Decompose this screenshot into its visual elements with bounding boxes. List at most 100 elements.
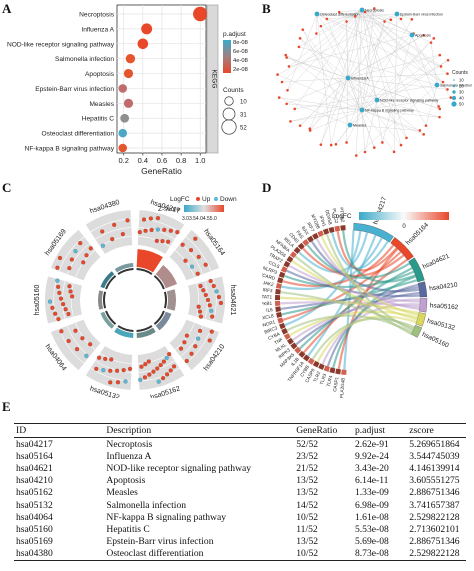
- chord-ribbon: [325, 233, 414, 332]
- gene-label: BAX: [301, 225, 310, 235]
- inner-ring-segment: [103, 291, 107, 309]
- zscore-bar: [136, 249, 163, 273]
- logfc-point: [160, 238, 165, 244]
- network-edge: [354, 16, 363, 111]
- data-point: [193, 6, 208, 22]
- y-tick-label: NF-kappa B signaling pathway: [25, 146, 115, 153]
- network-edge: [354, 16, 378, 101]
- chord-ribbon: [283, 270, 415, 288]
- table-cell: 2.62e-91: [354, 438, 389, 450]
- gene-node: [422, 34, 425, 37]
- gene-node: [354, 154, 358, 157]
- logfc-point: [55, 265, 60, 270]
- inner-ring-segment: [153, 310, 165, 325]
- color-legend-bar: [223, 40, 231, 73]
- table-cell: 4.146139914: [409, 462, 460, 474]
- gene-label: NLRP3: [262, 265, 278, 275]
- pathway-label: hsa04210: [429, 281, 459, 292]
- logfc-point: [143, 228, 148, 233]
- network-edge: [361, 21, 385, 111]
- chord-ribbon: [306, 243, 411, 280]
- y-tick-label: Osteoclast differentiation: [42, 131, 115, 138]
- logfc-point: [47, 299, 53, 304]
- inner-ring-segment: [153, 275, 165, 290]
- table-cell: 14/52: [296, 499, 319, 511]
- gene-node: [410, 18, 414, 21]
- table-cell: hsa05160: [16, 523, 53, 535]
- logfc-point: [84, 353, 89, 358]
- sector-gridline: [138, 236, 171, 247]
- logfc-point: [162, 227, 167, 232]
- chord-legend-tick: 0: [402, 224, 406, 230]
- logfc-point: [56, 284, 61, 289]
- network-edge: [290, 99, 378, 122]
- logfc-point: [100, 243, 106, 248]
- network-edge: [346, 21, 349, 79]
- gene-node: [285, 102, 288, 106]
- network-edge: [346, 77, 349, 143]
- color-legend-tick: 2e-08: [233, 67, 248, 73]
- logfc-point: [74, 347, 80, 352]
- gene-arc: [281, 328, 288, 335]
- logfc-point: [161, 359, 166, 364]
- table-cell: 9.92e-24: [354, 450, 389, 462]
- table-row: hsa04210 Apoptosis 13/52 6.14e-11 3.60555127…: [14, 475, 466, 487]
- gene-label: IFIH1: [318, 215, 327, 228]
- network-legend-label: 10: [459, 78, 464, 83]
- gene-arc: [317, 230, 324, 237]
- gene-node: [363, 10, 367, 14]
- gene-arc: [277, 317, 284, 324]
- gene-node: [345, 20, 348, 23]
- gene-node: [405, 136, 408, 140]
- logfc-point: [123, 379, 128, 384]
- legend-up-dot: [196, 197, 200, 201]
- panel-label-a: A: [2, 1, 12, 16]
- size-legend-label: 31: [240, 113, 247, 119]
- logfc-point: [67, 266, 72, 271]
- network-edge: [349, 60, 449, 126]
- panel-label-c: C: [2, 180, 12, 195]
- gene-node: [438, 115, 441, 119]
- pathway-node: [409, 32, 415, 38]
- network-edge: [356, 84, 438, 156]
- gene-node: [298, 37, 302, 40]
- gene-node: [418, 129, 422, 132]
- network-edge: [361, 9, 448, 74]
- gene-label: BIRC3: [264, 325, 279, 335]
- gene-node: [334, 142, 338, 146]
- gene-arc: [293, 246, 301, 254]
- network-edge: [411, 34, 439, 107]
- zscore-bar: [155, 311, 172, 331]
- table-cell: Salmonella infection: [106, 499, 187, 511]
- pathway-node-label: Salmonella infection: [440, 84, 472, 88]
- network-edge: [347, 54, 440, 79]
- gene-arc: [312, 232, 319, 240]
- logfc-point: [53, 311, 58, 316]
- gene-node: [424, 124, 428, 127]
- gene-label: TNF: [273, 337, 283, 346]
- pathway-node-label: Apoptosis: [415, 34, 431, 38]
- network-edge: [346, 109, 363, 143]
- gene-label: CXCL8: [262, 313, 275, 321]
- table-row: hsa04217 Necroptosis 52/52 2.62e-91 5.269651…: [14, 438, 466, 451]
- pathway-node: [374, 97, 380, 103]
- color-legend-tick: 8e-08: [233, 40, 248, 46]
- color-legend-tick: 6e-08: [233, 49, 248, 55]
- pathway-arc: [418, 298, 428, 313]
- logfc-point: [207, 338, 212, 343]
- gene-node: [446, 72, 449, 76]
- gene-node: [277, 96, 281, 99]
- gene-chord-diagram: hsa04217 hsa05164 hsa04621 hsa04210 hsa05162…: [262, 196, 459, 398]
- pathway-node-label: Necroptosis: [365, 9, 384, 13]
- gene-label: PLCG2: [332, 208, 340, 224]
- table-header-row: ID Description GeneRatio p.adjust zscore: [14, 423, 466, 438]
- enrichment-table: ID Description GeneRatio p.adjust zscore hsa…: [14, 423, 466, 561]
- table-cell: 3.741657387: [409, 499, 460, 511]
- logfc-point: [142, 375, 148, 380]
- gene-node: [446, 88, 449, 91]
- network-edge: [361, 109, 366, 153]
- zscore-bar: [136, 327, 156, 338]
- gene-label: MYD88: [310, 214, 321, 230]
- gene-arc: [275, 288, 281, 295]
- network-edge: [347, 73, 448, 79]
